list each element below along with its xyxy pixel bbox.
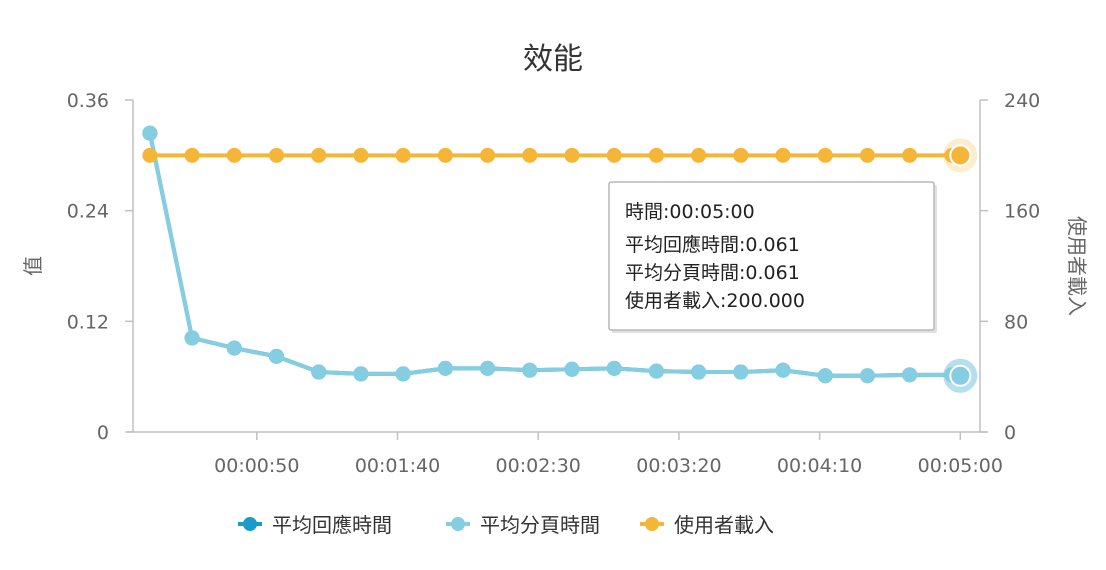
y-right-tick-label: 160	[1004, 201, 1040, 223]
y-axis-right-title: 使用者載入	[1065, 216, 1089, 316]
data-point	[775, 147, 791, 163]
y-left-tick-label: 0	[97, 422, 109, 444]
legend-label: 平均分頁時間	[480, 513, 600, 537]
data-point	[395, 147, 411, 163]
tooltip-box	[608, 181, 935, 331]
tooltip-line: 平均分頁時間:0.061	[625, 262, 800, 284]
data-point	[606, 147, 622, 163]
legend-swatch-dot	[645, 517, 659, 531]
x-tick-label: 00:05:00	[918, 455, 1003, 477]
x-tick-label: 00:01:40	[355, 455, 440, 477]
data-point	[522, 147, 538, 163]
data-point	[691, 147, 707, 163]
data-point	[184, 147, 200, 163]
data-point	[269, 147, 285, 163]
data-point	[606, 360, 622, 376]
x-tick-label: 00:02:30	[496, 455, 581, 477]
data-point	[184, 330, 200, 346]
data-point	[733, 147, 749, 163]
data-point	[564, 361, 580, 377]
data-point	[522, 362, 538, 378]
legend: 平均回應時間 平均分頁時間 使用者載入	[238, 513, 774, 537]
legend-item: 平均回應時間	[238, 513, 392, 537]
data-point	[353, 147, 369, 163]
legend-swatch-dot	[243, 517, 257, 531]
x-tick-label: 00:03:20	[636, 455, 721, 477]
x-tick-label: 00:00:50	[214, 455, 299, 477]
y-left-tick-label: 0.36	[67, 90, 109, 112]
tooltip-line: 時間:00:05:00	[625, 201, 755, 223]
data-point	[817, 368, 833, 384]
plot-area	[142, 125, 978, 393]
y-axis-left-title: 值	[21, 256, 45, 276]
data-point-highlight	[949, 364, 972, 387]
data-point	[353, 366, 369, 382]
data-point	[902, 147, 918, 163]
data-point	[311, 364, 327, 380]
legend-item: 使用者載入	[640, 513, 774, 537]
legend-swatch-dot	[451, 517, 465, 531]
data-point	[395, 366, 411, 382]
axes: 0 0.12 0.24 0.36 0 80 160 240 00:00:50 00:01:40 00…	[21, 90, 1089, 477]
legend-label: 平均回應時間	[272, 513, 392, 537]
tooltip-line: 使用者載入:200.000	[625, 290, 805, 312]
tooltip: 時間:00:05:00 平均回應時間:0.061 平均分頁時間:0.061 使用者載入…	[608, 181, 937, 333]
data-point	[226, 147, 242, 163]
data-point	[142, 125, 158, 141]
data-point	[817, 147, 833, 163]
data-point	[142, 147, 158, 163]
data-point	[648, 363, 664, 379]
data-point	[902, 367, 918, 383]
series-2	[142, 125, 978, 393]
data-point	[437, 147, 453, 163]
data-point	[480, 360, 496, 376]
data-point	[733, 364, 749, 380]
legend-item: 平均分頁時間	[446, 513, 600, 537]
data-point	[859, 147, 875, 163]
data-point	[775, 362, 791, 378]
data-point	[859, 368, 875, 384]
series-3	[142, 138, 978, 173]
x-tick-label: 00:04:10	[777, 455, 862, 477]
data-point	[226, 340, 242, 356]
y-right-tick-label: 240	[1004, 90, 1040, 112]
y-right-tick-label: 0	[1004, 422, 1016, 444]
data-point	[691, 364, 707, 380]
tooltip-line: 平均回應時間:0.061	[625, 233, 800, 256]
data-point	[648, 147, 664, 163]
data-point	[564, 147, 580, 163]
chart-title: 效能	[523, 42, 583, 77]
y-left-tick-label: 0.24	[67, 201, 109, 223]
data-point	[480, 147, 496, 163]
data-point	[269, 348, 285, 364]
data-point	[311, 147, 327, 163]
legend-label: 使用者載入	[674, 513, 774, 537]
y-right-tick-label: 80	[1004, 311, 1028, 333]
data-point	[437, 360, 453, 376]
data-point-highlight	[949, 144, 972, 167]
y-left-tick-label: 0.12	[67, 311, 109, 333]
